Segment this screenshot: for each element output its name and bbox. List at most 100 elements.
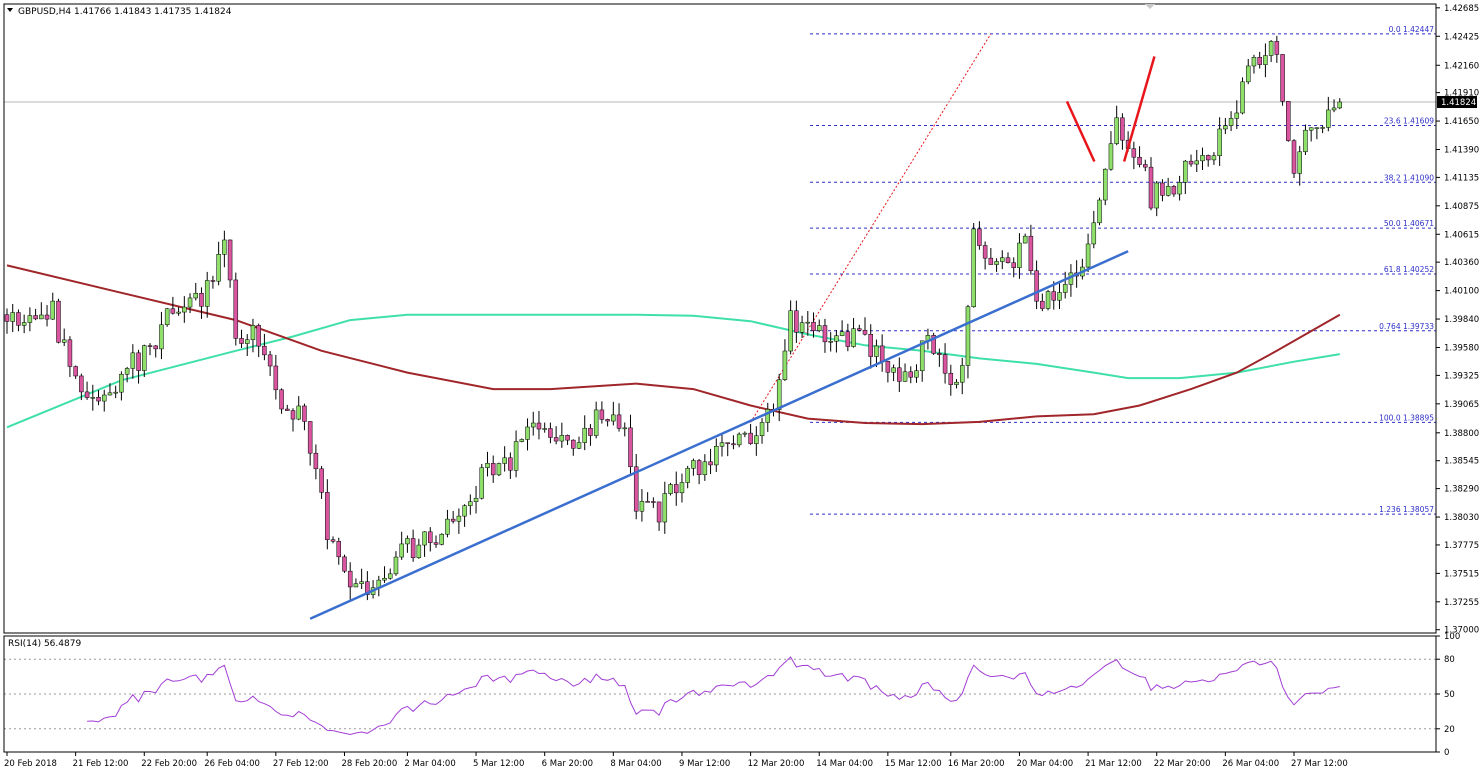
candle [1337,98,1343,110]
candle [422,531,427,557]
candle [290,408,296,432]
candle-body [439,533,444,545]
candle [605,418,610,427]
forecast-line [1065,100,1096,163]
candle-body [530,422,536,428]
time-axis-label: 21 Mar 12:00 [1085,759,1142,769]
candle [822,318,828,353]
candle [696,458,702,485]
candle [725,442,730,457]
candle-body [233,279,239,339]
candle-body [496,463,502,476]
candle [628,414,633,474]
candle [273,354,279,400]
time-axis-label: 9 Mar 12:00 [679,759,730,769]
candle-body [731,443,736,446]
candle [845,323,851,352]
candle [21,314,27,334]
candle [1326,96,1331,132]
candle-body [759,422,765,436]
candle-body [456,515,462,522]
candle-body [691,460,696,469]
candle [794,300,799,343]
candle-body [593,409,599,436]
candle [754,426,759,456]
candle-body [902,371,908,382]
candle-body [405,538,410,545]
candle [788,300,793,355]
candle-body [73,366,78,377]
fib-level-label: 1.236 1.38057 [1379,505,1434,514]
time-axis-label: 22 Feb 20:00 [141,759,197,769]
candle-body [1000,257,1005,262]
candle-body [359,581,364,584]
candle [365,571,370,601]
candle [633,454,639,520]
candle [1022,233,1028,244]
candle [1091,210,1097,249]
candle [954,379,959,389]
candle-body [576,442,582,449]
candle [416,538,422,559]
candle [902,363,908,382]
candle [1240,77,1245,115]
candle [1280,54,1285,106]
candle [1320,125,1325,134]
candle-body [1217,128,1222,157]
header-dropdown-icon [7,8,13,12]
candle-body [622,427,628,430]
candle-body [1051,291,1057,301]
candle [107,383,113,396]
candle [16,309,21,332]
candle-body [1062,284,1068,293]
candle [222,230,227,268]
candle [210,275,216,289]
candle [39,302,44,320]
candle [1314,127,1320,140]
price-axis-label: 1.42685 [1444,4,1479,14]
time-axis-label: 26 Feb 04:00 [204,759,260,769]
candle-body [862,329,868,335]
candle-body [1205,155,1211,161]
candle [714,438,719,472]
main-plot-frame [3,3,1437,634]
candle-body [942,354,948,374]
candle-body [885,361,891,373]
candle [513,430,519,478]
candle [44,305,50,327]
candle-body [222,239,227,255]
candle [1165,177,1171,197]
candle [1308,127,1314,142]
candle-body [342,556,347,572]
price-axis-label: 1.39580 [1444,343,1479,353]
candle [479,463,485,500]
time-axis-label: 28 Feb 20:00 [341,759,397,769]
candle-body [302,405,307,422]
candle-body [525,426,530,440]
candle [27,307,33,332]
candle-body [536,422,542,430]
candle-body [56,300,61,343]
candle-body [662,493,668,523]
candle-body [330,539,336,542]
time-axis-label: 20 Feb 2018 [4,759,57,769]
candle [485,451,490,477]
candle [1160,179,1165,202]
candle-body [393,556,399,575]
candle-body [702,461,708,476]
candle-body [256,325,261,347]
candle-body [1131,148,1137,158]
candle [113,385,118,399]
candle-body [445,518,450,535]
candle [542,422,547,433]
candle-body [1097,199,1102,224]
candle [691,458,696,476]
candle [325,479,330,550]
candle-body [651,501,656,503]
candle-body [1314,127,1320,129]
candle-body [565,435,570,441]
rsi-axis-label: 100 [1444,632,1460,642]
candle [1108,131,1114,171]
